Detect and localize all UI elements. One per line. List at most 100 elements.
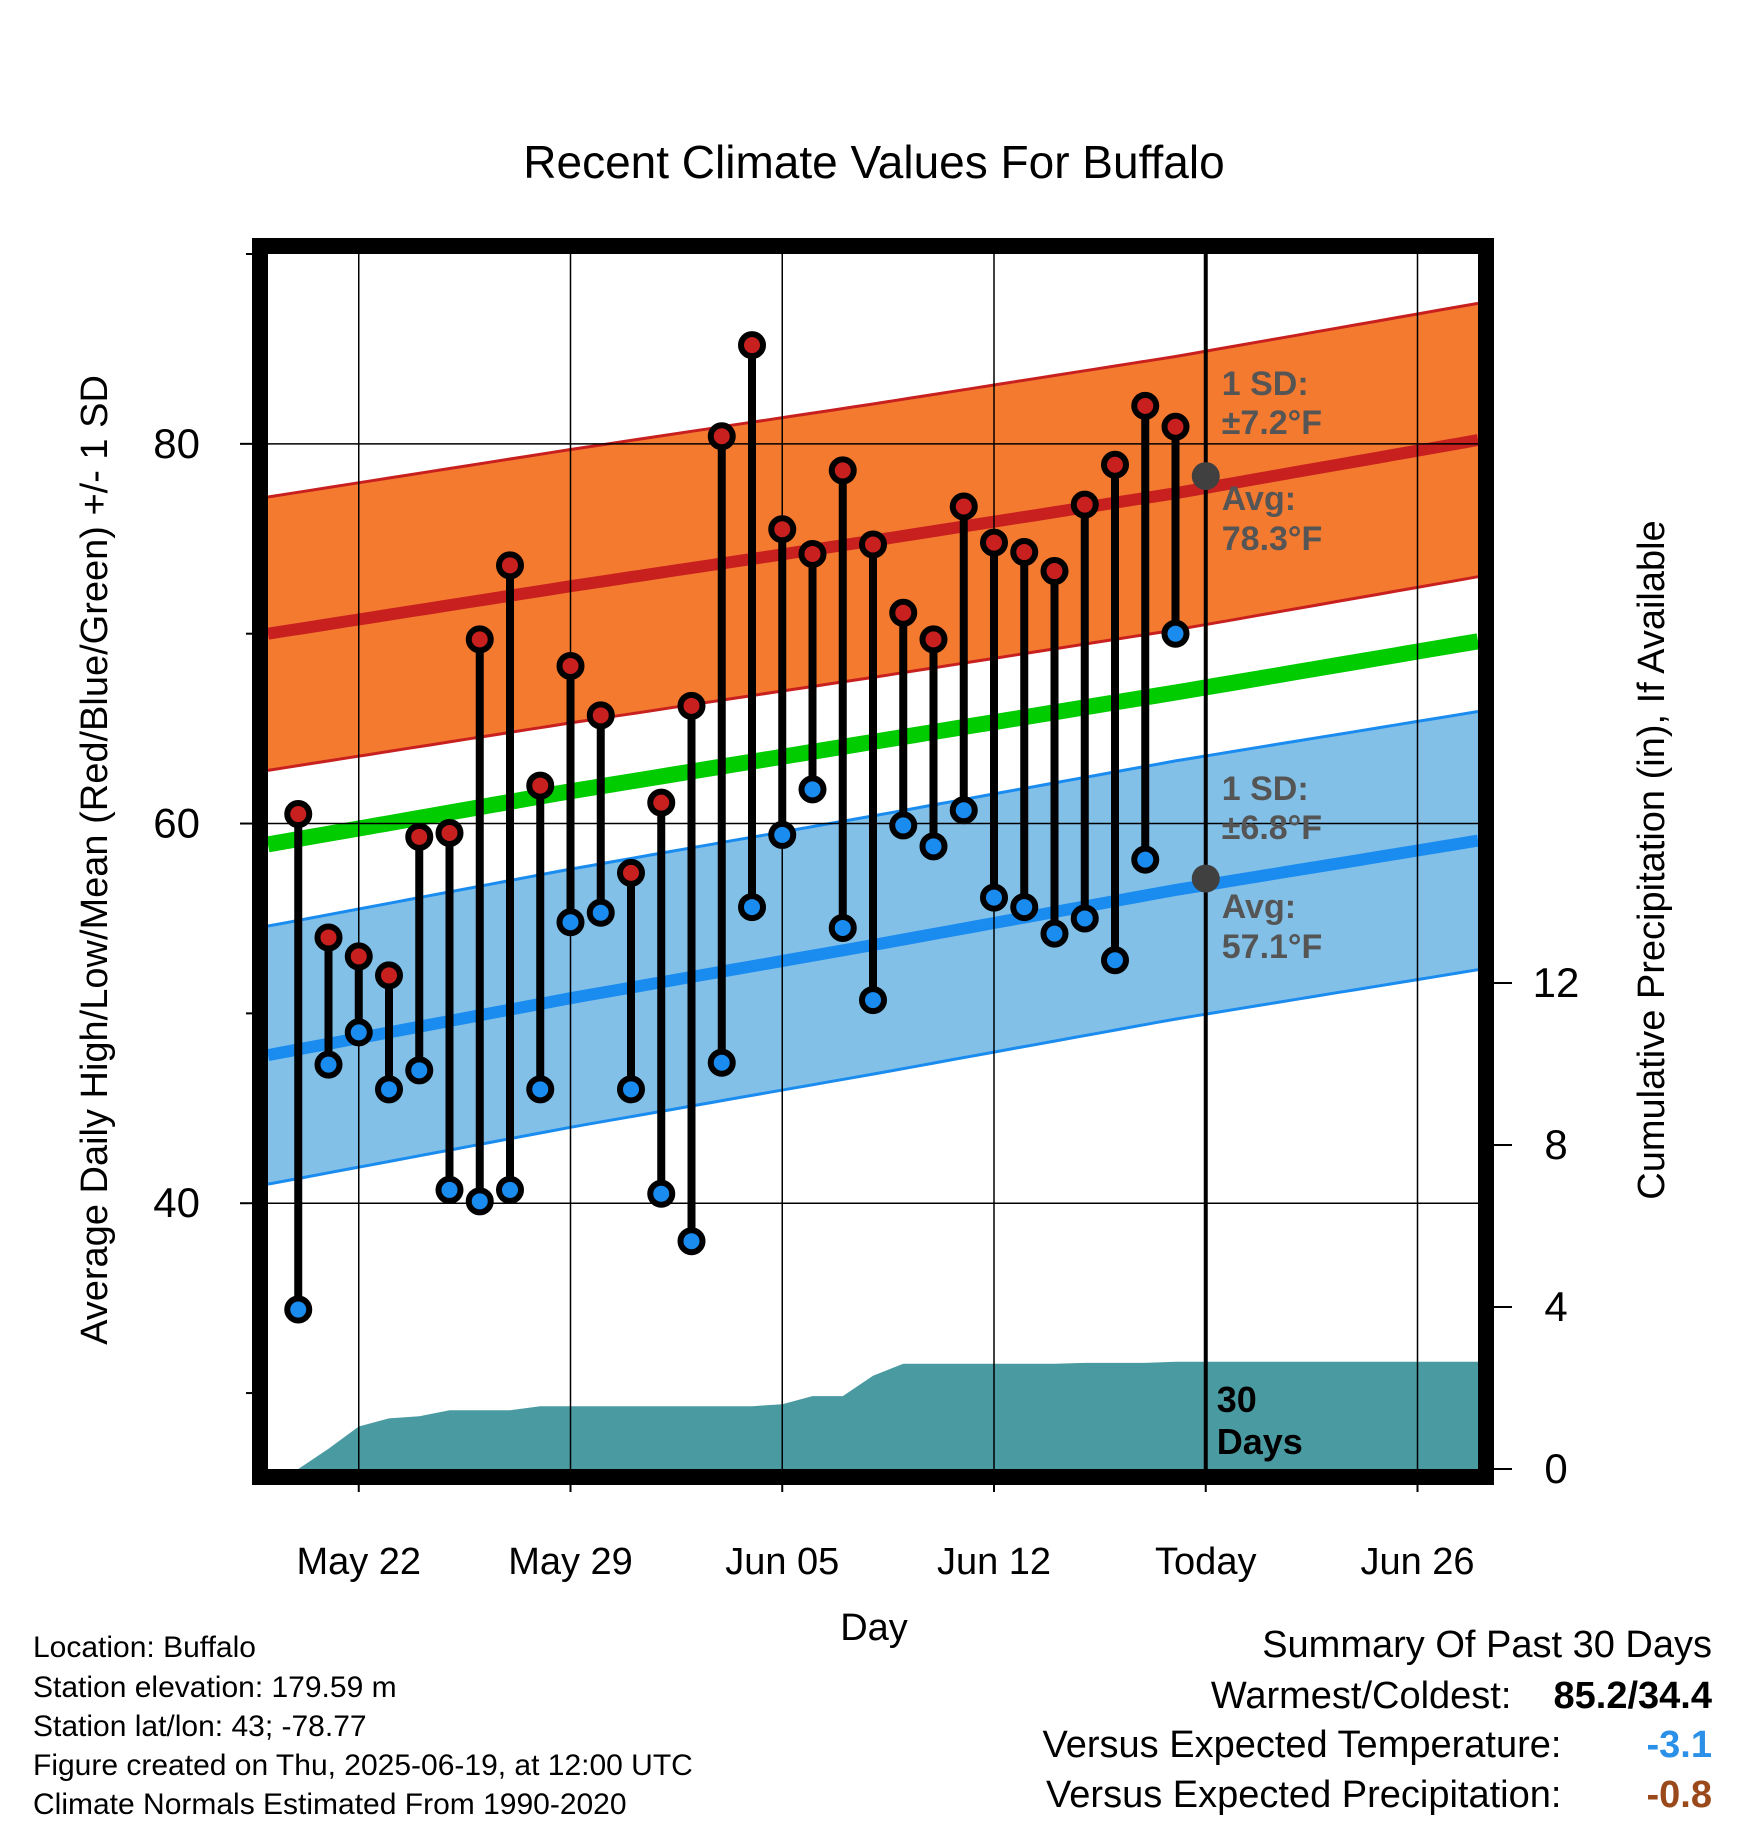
low-point (828, 913, 857, 942)
low-point (1161, 619, 1190, 648)
info-location: Location: Buffalo (33, 1631, 256, 1664)
y-tick-label: 80 (153, 420, 200, 467)
days-count: 30 (1217, 1379, 1257, 1420)
high-point (859, 530, 887, 559)
high-point (647, 788, 676, 817)
low-lower-line (267, 968, 1479, 1186)
low-point (647, 1179, 676, 1208)
high-avg-marker (1191, 462, 1220, 491)
y-axis-label: Average Daily High/Low/Mean (Red/Blue/Gr… (74, 375, 116, 1345)
high-point (980, 528, 1008, 557)
low-point (707, 1048, 736, 1077)
summary-precipitation: Versus Expected Precipitation: -0.8 (1046, 1774, 1712, 1817)
high-point (314, 923, 343, 952)
low-point (465, 1187, 494, 1216)
high-point (889, 598, 918, 627)
info-latlon: Station lat/lon: 43; -78.77 (33, 1710, 367, 1743)
low-point (738, 893, 766, 922)
days-word: Days (1217, 1421, 1303, 1462)
low-point (859, 986, 887, 1015)
high-point (1161, 412, 1190, 441)
y2-tick-label: 4 (1544, 1283, 1567, 1330)
precip-label: Versus Expected Precipitation: (1046, 1774, 1562, 1816)
low-point (1070, 904, 1099, 933)
low-point (1010, 893, 1039, 922)
y-tick-label: 40 (153, 1179, 200, 1226)
low-point (314, 1050, 343, 1079)
high-sd-title: 1 SD: (1222, 365, 1309, 403)
high-point (1070, 490, 1099, 519)
high-point (496, 551, 524, 580)
low-point (919, 832, 948, 861)
high-point (556, 651, 585, 680)
high-avg-title: Avg: (1222, 480, 1296, 518)
y2-axis-label: Cumulative Precipitation (in), If Availa… (1631, 520, 1673, 1199)
high-point (677, 691, 706, 720)
x-axis-label: Day (840, 1607, 908, 1649)
high-point (344, 942, 373, 971)
x-tick-label: Today (1155, 1541, 1256, 1583)
low-point (344, 1018, 373, 1047)
daily-points (284, 331, 1190, 1324)
high-upper-line (267, 301, 1479, 499)
summary-title: Summary Of Past 30 Days (1262, 1624, 1712, 1666)
low-point (889, 811, 918, 840)
temp-value: -3.1 (1646, 1724, 1712, 1766)
daily-ranges (294, 345, 1180, 1310)
low-point (405, 1056, 434, 1085)
high-point (465, 625, 494, 654)
high-sd-value: ±7.2°F (1222, 404, 1322, 442)
x-tick-label: May 22 (296, 1541, 421, 1583)
y2-tick-label: 12 (1533, 959, 1580, 1006)
high-point (586, 701, 615, 730)
high-point (617, 858, 645, 887)
low-point (284, 1295, 313, 1324)
high-point (1131, 391, 1160, 420)
y2-tick-label: 8 (1544, 1121, 1567, 1168)
high-point (919, 625, 948, 654)
warmest-value: 85.2/34.4 (1553, 1675, 1712, 1717)
x-tick-label: Jun 12 (937, 1541, 1051, 1583)
precip-value: -0.8 (1646, 1774, 1712, 1816)
low-avg-marker (1191, 864, 1220, 893)
x-tick-label: Jun 05 (725, 1541, 839, 1583)
high-point (284, 800, 313, 829)
high-point (1101, 450, 1129, 479)
low-point (1101, 946, 1129, 975)
high-point (707, 422, 736, 451)
high-point (1010, 538, 1039, 567)
low-point (677, 1227, 706, 1256)
low-point (980, 883, 1008, 912)
high-point (526, 771, 555, 800)
low-point (1131, 845, 1160, 874)
low-point (586, 898, 615, 927)
low-avg-value: 57.1°F (1222, 928, 1323, 966)
summary-warmest: Warmest/Coldest: 85.2/34.4 (1211, 1675, 1712, 1718)
high-point (949, 492, 978, 521)
temp-label: Versus Expected Temperature: (1042, 1724, 1562, 1766)
warmest-label: Warmest/Coldest: (1210, 1675, 1512, 1717)
low-point (1040, 919, 1069, 948)
x-tick-label: Jun 26 (1360, 1541, 1474, 1583)
low-point (768, 820, 797, 849)
high-point (828, 456, 857, 485)
x-tick-label: May 29 (508, 1541, 633, 1583)
info-created: Figure created on Thu, 2025-06-19, at 12… (33, 1749, 693, 1782)
low-sd-value: ±6.8°F (1222, 809, 1322, 847)
chart-title: Recent Climate Values For Buffalo (523, 136, 1224, 188)
high-point (435, 819, 464, 848)
summary-temperature: Versus Expected Temperature: -3.1 (1043, 1724, 1712, 1767)
low-point (556, 908, 585, 937)
high-point (1040, 557, 1069, 586)
low-point (617, 1075, 645, 1104)
axes: May 22 May 29 Jun 05 Jun 12 Today Jun 2640608… (153, 253, 1580, 1583)
low-sd-title: 1 SD: (1222, 770, 1309, 808)
high-point (768, 515, 797, 544)
high-point (738, 331, 766, 360)
high-point (798, 539, 827, 568)
high-avg-value: 78.3°F (1222, 520, 1323, 558)
y2-tick-label: 0 (1544, 1445, 1567, 1492)
low-point (949, 796, 978, 825)
